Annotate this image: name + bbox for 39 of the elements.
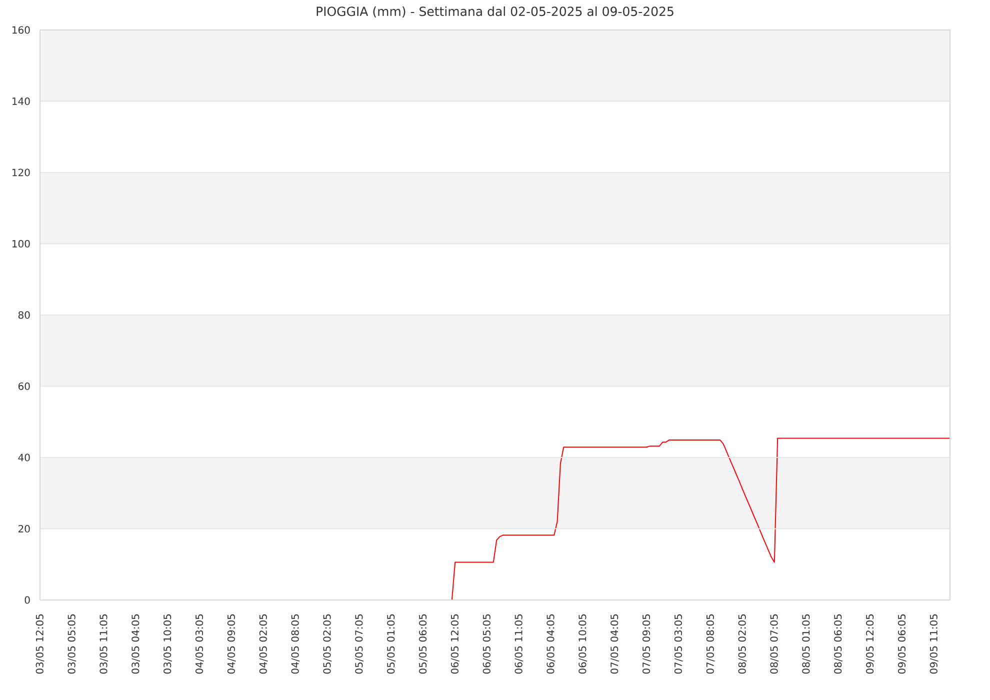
x-tick-label: 09/05 06:05 xyxy=(898,614,906,674)
x-tick-label: 03/05 11:05 xyxy=(100,614,108,674)
x-tick-label: 06/05 04:05 xyxy=(546,614,556,674)
x-tick-label: 05/05 06:05 xyxy=(418,614,428,674)
x-tick-label: 04/05 08:05 xyxy=(291,614,300,674)
x-tick-label: 07/05 04:05 xyxy=(610,614,619,674)
x-tick-label: 05/05 02:05 xyxy=(323,614,332,674)
x-tick-label: 03/05 05:05 xyxy=(68,614,76,674)
x-tick-label: 08/05 07:05 xyxy=(770,614,779,674)
x-tick-label: 03/05 04:05 xyxy=(132,614,140,674)
x-tick-label: 08/05 06:05 xyxy=(834,614,842,674)
x-tick-label: 08/05 01:05 xyxy=(802,614,810,674)
x-tick-label: 03/05 10:05 xyxy=(164,614,172,674)
y-tick-label: 80 xyxy=(18,311,30,319)
x-tick-label: 04/05 02:05 xyxy=(259,614,268,674)
x-tick-label: 06/05 05:05 xyxy=(482,614,492,674)
y-tick-label: 100 xyxy=(12,240,30,248)
y-tick-label: 40 xyxy=(18,454,30,462)
y-tick-label: 160 xyxy=(12,26,30,34)
x-tick-label: 07/05 08:05 xyxy=(706,614,715,674)
x-tick-label: 05/05 01:05 xyxy=(387,614,396,674)
x-tick-label: 03/05 12:05 xyxy=(36,614,44,674)
chart-title: PIOGGIA (mm) - Settimana dal 02-05-2025 al 09-05-2025 xyxy=(316,6,674,18)
y-tick-label: 20 xyxy=(18,524,30,533)
x-tick-label: 04/05 09:05 xyxy=(227,614,236,674)
x-tick-label: 08/05 02:05 xyxy=(738,614,747,674)
x-tick-label: 07/05 09:05 xyxy=(642,614,651,674)
x-tick-label: 06/05 10:05 xyxy=(578,614,587,674)
x-tick-label: 09/05 11:05 xyxy=(930,614,938,674)
y-tick-label: 120 xyxy=(12,168,30,176)
x-tick-label: 05/05 07:05 xyxy=(355,614,364,674)
y-tick-label: 60 xyxy=(18,382,30,390)
x-tick-label: 07/05 03:05 xyxy=(674,614,683,674)
x-tick-label: 04/05 03:05 xyxy=(195,614,204,674)
x-tick-label: 06/05 12:05 xyxy=(450,614,460,674)
y-tick-label: 140 xyxy=(12,97,30,106)
x-tick-label: 09/05 12:05 xyxy=(866,614,874,674)
x-tick-label: 06/05 11:05 xyxy=(514,614,524,674)
y-tick-label: 0 xyxy=(24,596,30,604)
